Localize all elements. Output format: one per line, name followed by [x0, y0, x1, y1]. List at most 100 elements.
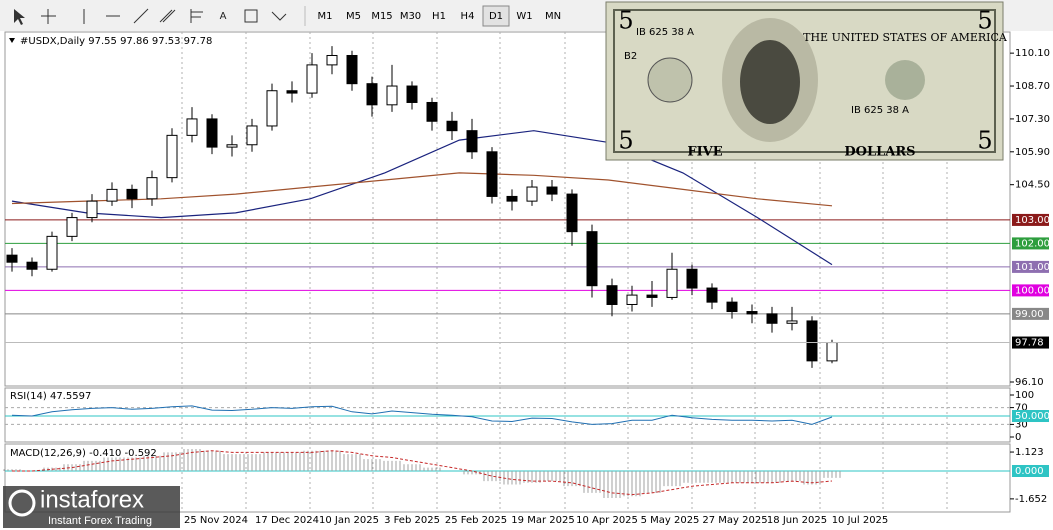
candle-body [646, 294, 658, 298]
label-tool[interactable] [244, 9, 258, 23]
candle-body [146, 177, 158, 200]
current-price-label: 97.78 [1015, 338, 1044, 349]
note-denomination: 5 [618, 127, 633, 155]
logo-mark [8, 489, 36, 517]
timeframe-label[interactable]: M15 [371, 11, 392, 22]
candle-body [346, 54, 358, 85]
y-tick-label: 110.10 [1015, 48, 1050, 59]
candle-body [566, 193, 578, 233]
note-border [613, 9, 996, 153]
y-tick-label: 104.50 [1015, 180, 1050, 191]
x-tick-label: 10 Apr 2025 [576, 515, 638, 526]
candle-body [126, 188, 138, 200]
candle-body [686, 268, 698, 289]
chart-title: #USDX,Daily 97.55 97.86 97.53 97.78 [20, 36, 212, 47]
note-serial: IB 625 38 A [636, 27, 694, 38]
x-tick-label: 3 Feb 2025 [384, 515, 440, 526]
timeframe-label[interactable]: M30 [400, 11, 421, 22]
candle-body [766, 313, 778, 324]
timeframe-button[interactable] [482, 5, 510, 27]
level-label-box [1012, 237, 1049, 250]
logo-tagline: Instant Forex Trading [48, 515, 152, 527]
level-label: 99.00 [1015, 309, 1044, 320]
cursor-tool[interactable] [14, 9, 25, 25]
logo: instaforex Instant Forex Trading [3, 486, 180, 528]
y-tick-label: -1.652 [1015, 494, 1047, 505]
level-label: 102.00 [1015, 238, 1050, 249]
candle-body [406, 85, 418, 103]
candle-body [46, 235, 58, 270]
timeframe-label[interactable]: W1 [516, 11, 532, 22]
candle-body [66, 217, 78, 237]
candle-body [806, 320, 818, 362]
level-label: 50.0000 [1015, 411, 1053, 422]
candle-body [86, 200, 98, 219]
candle-body [226, 144, 238, 148]
candle-body [266, 90, 278, 127]
title-marker [9, 38, 15, 43]
timeframe-label[interactable]: H4 [461, 11, 475, 22]
candle-body [326, 54, 338, 66]
x-tick-label: 27 May 2025 [702, 515, 767, 526]
candle-body [606, 285, 618, 305]
level-label-box [1012, 260, 1049, 273]
candle-body [26, 261, 38, 270]
panel-title: MACD(12,26,9) -0.410 -0.592 [10, 448, 157, 459]
level-label: 100.00 [1015, 285, 1050, 296]
channel-tool[interactable] [159, 9, 176, 23]
x-tick-label: 5 May 2025 [641, 515, 700, 526]
y-tick-label: 0 [1015, 432, 1021, 443]
candle-body [526, 186, 538, 202]
y-tick-label: 108.70 [1015, 81, 1050, 92]
timeframe-label[interactable]: H1 [432, 11, 446, 22]
candle-body [666, 268, 678, 298]
candle-body [206, 118, 218, 148]
candle-body [786, 320, 798, 324]
x-tick-label: 25 Feb 2025 [445, 515, 507, 526]
candle-body [286, 90, 298, 94]
timeframe-label[interactable]: M1 [318, 11, 333, 22]
candle-body [746, 311, 758, 315]
x-tick-label: 17 Dec 2024 [255, 515, 319, 526]
timeframe-label[interactable]: MN [545, 11, 561, 22]
candle-body [106, 188, 118, 202]
arrows-tool[interactable] [271, 11, 287, 21]
timeframe-label[interactable]: D1 [489, 11, 503, 22]
candle-body [366, 83, 378, 106]
rsi-line [11, 405, 833, 425]
portrait [740, 40, 800, 124]
level-label-box [1012, 307, 1049, 320]
candle-body [486, 151, 498, 197]
y-tick-label: 100 [1015, 390, 1034, 401]
candle-body [506, 195, 518, 202]
candle-body [726, 301, 738, 313]
candle-body [166, 134, 178, 179]
candle-body [626, 294, 638, 305]
fibo-tool[interactable] [190, 9, 203, 23]
trendline-tool[interactable] [133, 8, 149, 24]
level-label: 0.000 [1015, 466, 1044, 477]
y-tick-label: 107.30 [1015, 114, 1050, 125]
current-price-box [1012, 336, 1049, 349]
seal [647, 57, 693, 103]
note-denomination: 5 [977, 127, 992, 155]
panel-frame [4, 387, 1011, 443]
candle-body [306, 64, 318, 94]
y-tick-label: 96.10 [1015, 377, 1044, 388]
candle-body [466, 130, 478, 153]
y-tick-label: 30 [1015, 419, 1028, 430]
x-tick-label: 10 Jan 2025 [319, 515, 379, 526]
y-tick-label: 70 [1015, 403, 1028, 414]
signal-line [12, 450, 833, 496]
moving-average [11, 130, 833, 266]
crosshair-tool[interactable] [41, 9, 56, 24]
level-label: 103.00 [1015, 215, 1050, 226]
level-label-box [1012, 213, 1049, 226]
candle-body [586, 231, 598, 287]
candle-body [246, 125, 258, 146]
candle-body [6, 254, 18, 263]
timeframe-label[interactable]: M5 [346, 11, 361, 22]
panel-frame [4, 443, 1011, 513]
text-tool[interactable]: A [220, 11, 227, 22]
